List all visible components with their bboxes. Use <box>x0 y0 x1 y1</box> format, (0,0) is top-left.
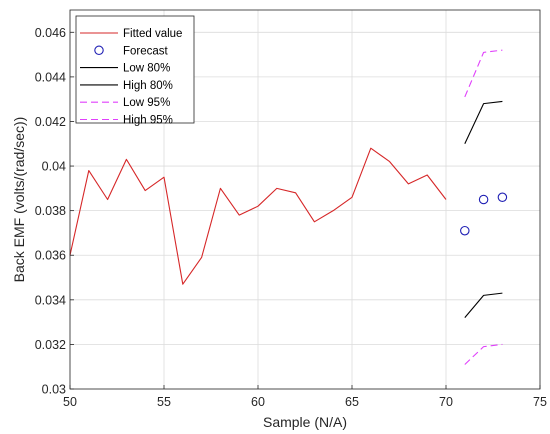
y-tick-label: 0.038 <box>35 204 66 218</box>
low-95-line <box>464 343 503 365</box>
x-tick-label: 70 <box>439 395 453 409</box>
plot-frame <box>69 9 541 390</box>
forecast-point <box>478 194 489 205</box>
legend: Fitted value Forecast Low 80% High 80% Low 9… <box>75 15 195 127</box>
y-tick-label: 0.042 <box>35 115 66 129</box>
legend-label-low-95: Low 95% <box>123 97 170 109</box>
forecast-point <box>497 192 508 203</box>
legend-entries: Fitted value Forecast Low 80% High 80% Low 9… <box>80 28 182 127</box>
x-tick-label: 75 <box>533 395 547 409</box>
y-tick-label: 0.04 <box>42 160 66 174</box>
legend-label-high-95: High 95% <box>123 115 173 127</box>
x-tick-label: 50 <box>63 395 77 409</box>
legend-label-low-80: Low 80% <box>123 63 170 75</box>
legend-swatch-forecast <box>94 45 104 56</box>
x-axis-label: Sample (N/A) <box>263 414 347 430</box>
x-tick-label: 55 <box>157 395 171 409</box>
low-80-line <box>464 292 503 319</box>
high-80-line <box>464 100 503 144</box>
legend-label-forecast: Forecast <box>123 45 169 57</box>
legend-label-high-80: High 80% <box>123 80 173 92</box>
x-tick-label: 60 <box>251 395 265 409</box>
y-tick-label: 0.046 <box>35 26 66 40</box>
y-tick-label: 0.034 <box>35 293 66 307</box>
y-tick-label: 0.032 <box>35 338 66 352</box>
grid <box>69 10 541 390</box>
forecast-point <box>460 225 470 236</box>
legend-box <box>75 15 195 124</box>
y-tick-label: 0.03 <box>42 383 66 397</box>
x-tick-label: 65 <box>345 395 359 409</box>
ticks: 50 55 60 65 70 75 0.03 0.032 0.034 0.036 0.038 0.04… <box>35 26 547 409</box>
fitted-value-line <box>69 147 447 285</box>
y-tick-label: 0.036 <box>35 249 66 263</box>
legend-label-fitted-value: Fitted value <box>123 28 182 40</box>
series-layer <box>69 49 508 365</box>
high-95-line <box>464 49 503 98</box>
y-tick-label: 0.044 <box>35 70 66 84</box>
y-axis-label: Back EMF (volts/(rad/sec)) <box>11 117 27 283</box>
